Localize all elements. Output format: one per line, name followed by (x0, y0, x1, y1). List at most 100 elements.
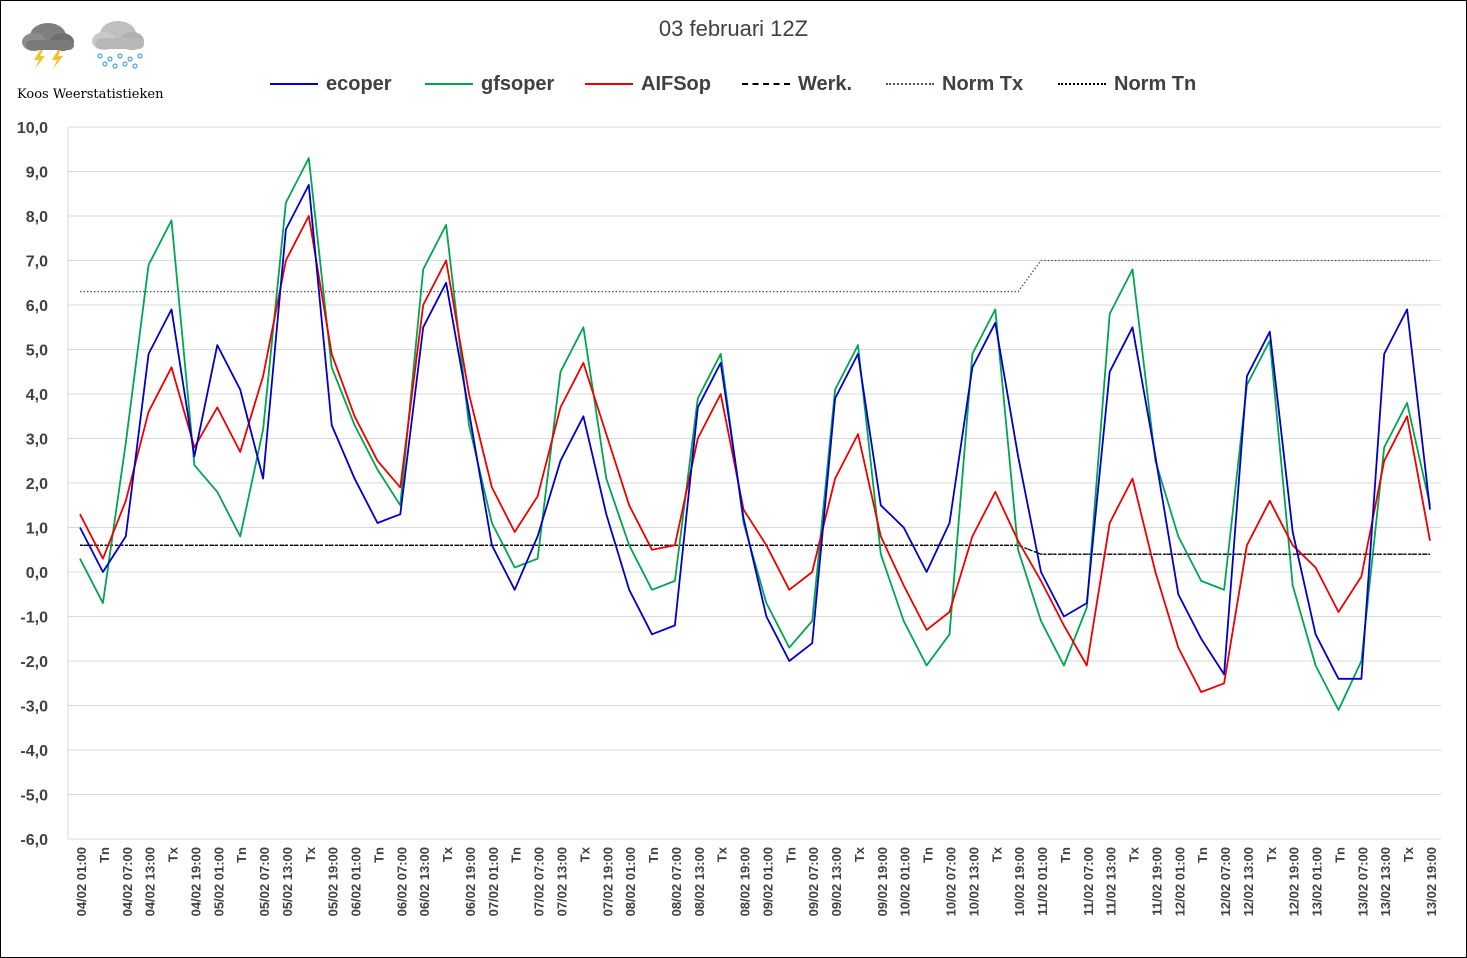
x-tick-label: 13/02 01:00 (1310, 847, 1325, 916)
x-tick-label: 08/02 07:00 (669, 847, 684, 916)
x-tick-label: 11/02 13:00 (1104, 847, 1119, 916)
y-tick-label: -1,0 (20, 610, 48, 627)
x-tick-label: 11/02 01:00 (1035, 847, 1050, 916)
legend-item: Norm Tn (1058, 70, 1196, 98)
y-tick-label: 10,0 (17, 120, 48, 137)
y-tick-label: 8,0 (26, 209, 48, 226)
x-tick-label: 08/02 01:00 (623, 847, 638, 916)
x-tick-label: 07/02 01:00 (486, 847, 501, 916)
snow-cloud-icon (92, 21, 144, 69)
y-tick-label: 0,0 (26, 565, 48, 582)
legend-swatch (270, 83, 318, 85)
x-tick-label: 09/02 01:00 (760, 847, 775, 916)
legend-label: AIFSop (641, 72, 711, 95)
x-tick-label: 06/02 01:00 (349, 847, 364, 916)
legend-label: gfsoper (481, 72, 555, 95)
x-tick-label: Tn (371, 847, 386, 863)
legend-label: ecoper (326, 72, 392, 95)
x-tick-label: Tn (97, 847, 112, 863)
legend-label: Werk. (798, 72, 853, 95)
x-tick-label: 07/02 19:00 (600, 847, 615, 916)
y-tick-label: 3,0 (26, 432, 48, 449)
x-tick-label: 09/02 19:00 (875, 847, 890, 916)
x-tick-label: Tn (921, 847, 936, 863)
x-tick-label: 05/02 13:00 (280, 847, 295, 916)
legend-label: Norm Tn (1114, 72, 1197, 95)
x-tick-label: 10/02 19:00 (1012, 847, 1027, 916)
x-tick-label: 05/02 01:00 (211, 847, 226, 916)
x-tick-label: Tn (646, 847, 661, 863)
legend-swatch (886, 83, 934, 85)
x-tick-label: Tx (1127, 846, 1142, 862)
x-tick-label: 10/02 13:00 (966, 847, 981, 916)
y-tick-label: 6,0 (26, 298, 48, 315)
series-line-ecoper (79, 183, 1431, 680)
chart-title: 03 februari 12Z (658, 16, 809, 41)
x-tick-label: Tn (1332, 847, 1347, 863)
x-tick-label: Tx (1401, 846, 1416, 862)
x-tick-label: Tn (1058, 847, 1073, 863)
x-tick-label: Tx (577, 846, 592, 862)
x-tick-label: 10/02 07:00 (943, 847, 958, 916)
x-tick-label: 12/02 07:00 (1218, 847, 1233, 916)
x-tick-label: 09/02 07:00 (806, 847, 821, 916)
y-tick-label: 1,0 (26, 521, 48, 538)
series-line-aifsop (79, 215, 1431, 693)
x-tick-label: 11/02 19:00 (1149, 847, 1164, 916)
legend-item: Werk. (742, 70, 852, 98)
x-tick-label: 10/02 01:00 (898, 847, 913, 916)
x-tick-label: 07/02 07:00 (532, 847, 547, 916)
series-line-norm-tn (80, 544, 1430, 555)
x-tick-label: Tn (783, 847, 798, 863)
x-tick-label: 04/02 13:00 (143, 847, 158, 916)
x-tick-label: Tx (715, 846, 730, 862)
logo (18, 14, 153, 77)
x-tick-label: 11/02 07:00 (1081, 847, 1096, 916)
legend-item: ecoper (270, 70, 392, 98)
x-tick-label: 13/02 07:00 (1355, 847, 1370, 916)
legend-swatch (585, 83, 633, 85)
y-tick-label: -6,0 (20, 832, 48, 849)
x-tick-label: 12/02 19:00 (1287, 847, 1302, 916)
x-tick-label: Tn (509, 847, 524, 863)
x-tick-label: 06/02 19:00 (463, 847, 478, 916)
y-tick-label: -4,0 (20, 743, 48, 760)
x-tick-label: 08/02 13:00 (692, 847, 707, 916)
x-tick-label: 07/02 13:00 (555, 847, 570, 916)
x-tick-label: Tx (440, 846, 455, 862)
legend-item: AIFSop (585, 70, 711, 98)
x-tick-label: Tx (1264, 846, 1279, 862)
x-tick-label: 08/02 19:00 (738, 847, 753, 916)
x-tick-label: Tn (234, 847, 249, 863)
x-tick-label: Tx (852, 846, 867, 862)
x-tick-label: 04/02 01:00 (74, 847, 89, 916)
x-tick-label: Tn (1195, 847, 1210, 863)
legend-swatch (425, 83, 473, 85)
y-tick-label: 7,0 (26, 254, 48, 271)
x-tick-label: Tx (989, 846, 1004, 862)
x-tick-label: 05/02 07:00 (257, 847, 272, 916)
y-tick-label: -3,0 (20, 699, 48, 716)
x-tick-label: 13/02 13:00 (1378, 847, 1393, 916)
x-tick-label: 06/02 13:00 (417, 847, 432, 916)
x-tick-label: 05/02 19:00 (326, 847, 341, 916)
legend-swatch (742, 83, 790, 85)
x-tick-label: Tx (166, 846, 181, 862)
legend-label: Norm Tx (942, 72, 1024, 95)
y-tick-label: 9,0 (26, 165, 48, 182)
x-tick-label: 04/02 07:00 (120, 847, 135, 916)
x-tick-label: 04/02 19:00 (188, 847, 203, 916)
series-line-werk (80, 544, 1430, 555)
y-tick-label: -2,0 (20, 654, 48, 671)
y-tick-label: 5,0 (26, 343, 48, 360)
legend: ecoper gfsoper AIFSop Werk. Norm Tx Norm Tn (0, 70, 1467, 98)
legend-item: gfsoper (425, 70, 554, 98)
series-line-norm-tx (80, 259, 1430, 293)
legend-swatch (1058, 83, 1106, 85)
y-tick-label: 4,0 (26, 387, 48, 404)
gridlines (68, 126, 1441, 840)
series-line-gfsoper (79, 157, 1431, 711)
x-tick-label: 09/02 13:00 (829, 847, 844, 916)
